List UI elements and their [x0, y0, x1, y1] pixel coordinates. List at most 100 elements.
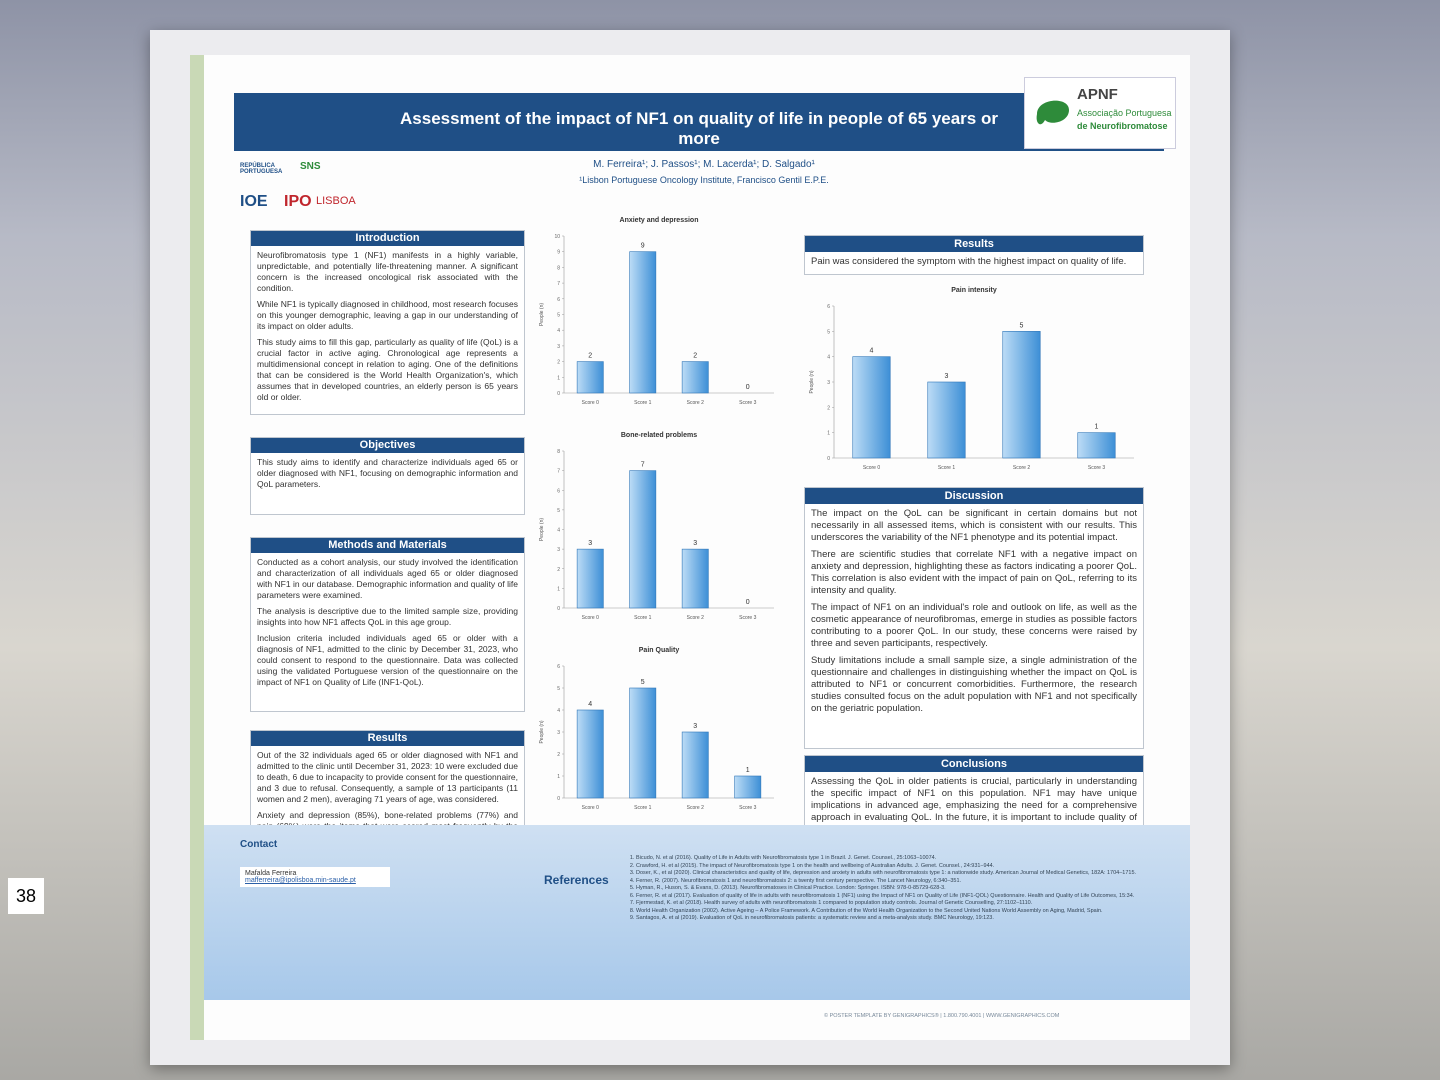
apnf-logo: APNF Associação Portuguesa de Neurofibro… [1024, 77, 1176, 149]
y-tick-label: 5 [827, 329, 830, 335]
y-tick-label: 4 [557, 328, 560, 334]
section-heading: Methods and Materials [251, 538, 524, 553]
chart-svg: Pain intensity People (n) 0 1 2 3 4 5 6 4 Score 0 3… [809, 287, 1134, 471]
data-label: 0 [746, 599, 750, 606]
data-label: 3 [693, 723, 697, 730]
y-tick-label: 1 [557, 586, 560, 592]
bar [1077, 432, 1116, 459]
bar [681, 548, 709, 609]
x-tick-label: Score 0 [582, 615, 599, 621]
poster-title: Assessment of the impact of NF1 on quali… [400, 109, 998, 148]
reference: Ferner, R. (2007). Neurofibromatosis 1 a… [636, 878, 1164, 886]
y-tick-label: 10 [554, 234, 560, 240]
section-heading: Introduction [251, 231, 524, 246]
section-heading: Objectives [251, 438, 524, 453]
x-tick-label: Score 1 [938, 465, 955, 471]
x-tick-label: Score 0 [582, 400, 599, 406]
reference: World Health Organization (2002). Active… [636, 908, 1164, 916]
y-axis-label: People (n) [539, 303, 545, 326]
section-text: Study limitations include a small sample… [811, 655, 1137, 714]
y-tick-label: 5 [557, 508, 560, 514]
x-tick-label: Score 3 [739, 400, 756, 406]
bar [852, 356, 891, 459]
data-label: 7 [641, 462, 645, 469]
contact-box: Mafalda Ferreira mafferreira@ipolisboa.m… [240, 867, 390, 887]
data-label: 4 [588, 701, 592, 708]
reference-list: Bicudo, N. et al (2016). Quality of Life… [624, 855, 1164, 923]
y-tick-label: 4 [827, 355, 830, 361]
apnf-acronym: APNF [1077, 86, 1118, 103]
reference: Bicudo, N. et al (2016). Quality of Life… [636, 855, 1164, 863]
y-tick-label: 5 [557, 313, 560, 319]
y-tick-label: 3 [557, 344, 560, 350]
results-box: Results Pain was considered the symptom w… [804, 235, 1144, 275]
reference: Ferner, R. et al (2017). Evaluation of q… [636, 893, 1164, 901]
chart-svg: Pain Quality People (n) 0 1 2 3 4 5 6 4 Score 0 5 Sc… [539, 647, 774, 811]
section-heading: Conclusions [805, 756, 1143, 772]
bar [734, 775, 762, 799]
x-tick-label: Score 3 [1088, 465, 1105, 471]
bar [629, 470, 657, 609]
authors: M. Ferreira¹; J. Passos¹; M. Lacerda¹; D… [593, 159, 815, 170]
title-banner: Assessment of the impact of NF1 on quali… [234, 93, 1164, 151]
reference: Crawford, H. et al (2015). The impact of… [636, 863, 1164, 871]
y-tick-label: 6 [557, 664, 560, 670]
section-heading: Results [251, 731, 524, 746]
x-tick-label: Score 2 [687, 400, 704, 406]
chart-svg: Bone-related problems People (n) 0 1 2 3 4 5 6 7 8… [539, 432, 774, 621]
section-text: The analysis is descriptive due to the l… [257, 606, 518, 627]
x-tick-label: Score 1 [634, 400, 651, 406]
y-tick-label: 0 [557, 606, 560, 612]
data-label: 4 [870, 348, 874, 355]
data-label: 0 [746, 384, 750, 391]
chart-title: Anxiety and depression [620, 217, 699, 224]
section-text: This study aims to identify and characte… [257, 457, 518, 489]
y-tick-label: 1 [557, 774, 560, 780]
section-text: There are scientific studies that correl… [811, 549, 1137, 596]
x-tick-label: Score 3 [739, 615, 756, 621]
section-text: Out of the 32 individuals aged 65 or old… [257, 750, 518, 804]
contact-name: Mafalda Ferreira [245, 870, 297, 877]
contact-heading: Contact [240, 839, 278, 850]
section-text: Neurofibromatosis type 1 (NF1) manifests… [257, 250, 518, 293]
data-label: 3 [693, 540, 697, 547]
chart-title: Pain intensity [951, 287, 997, 294]
x-tick-label: Score 2 [687, 805, 704, 811]
section-heading: Results [805, 236, 1143, 252]
y-tick-label: 1 [827, 431, 830, 437]
apnf-icon [1036, 100, 1069, 125]
affiliation: ¹Lisbon Portuguese Oncology Institute, F… [579, 175, 829, 185]
reference: Santagos, A. et al (2019). Evaluation of… [636, 915, 1164, 923]
sns-logo: SNS [300, 161, 321, 172]
data-label: 5 [1020, 322, 1024, 329]
y-tick-label: 3 [557, 547, 560, 553]
ipo-logo: IPO [284, 193, 312, 210]
references: Bicudo, N. et al (2016). Quality of Life… [624, 855, 1164, 923]
bar [576, 361, 604, 394]
reference: Hyman, R., Huson, S. & Evans, D. (2013).… [636, 885, 1164, 893]
section-text: This study aims to fill this gap, partic… [257, 337, 518, 402]
footer-credit: © POSTER TEMPLATE BY GENIGRAPHICS® | 1.8… [824, 1013, 1060, 1019]
section-text: The impact on the QoL can be significant… [811, 508, 1137, 543]
bar [576, 709, 604, 799]
y-tick-label: 1 [557, 375, 560, 381]
data-label: 9 [641, 243, 645, 250]
objectives-box: Objectives This study aims to identify an… [250, 437, 525, 515]
y-axis-label: People (n) [809, 370, 815, 393]
y-tick-label: 2 [827, 405, 830, 411]
y-tick-label: 4 [557, 528, 560, 534]
y-tick-label: 2 [557, 567, 560, 573]
data-label: 2 [588, 353, 592, 360]
contact-email: mafferreira@ipolisboa.min-saude.pt [245, 877, 356, 884]
bar [681, 361, 709, 394]
data-label: 1 [746, 767, 750, 774]
y-tick-label: 7 [557, 281, 560, 287]
data-label: 1 [1095, 424, 1099, 431]
y-tick-label: 4 [557, 708, 560, 714]
references-heading: References [544, 873, 609, 887]
x-tick-label: Score 1 [634, 805, 651, 811]
x-tick-label: Score 2 [687, 615, 704, 621]
y-tick-label: 6 [557, 488, 560, 494]
bar [576, 548, 604, 609]
